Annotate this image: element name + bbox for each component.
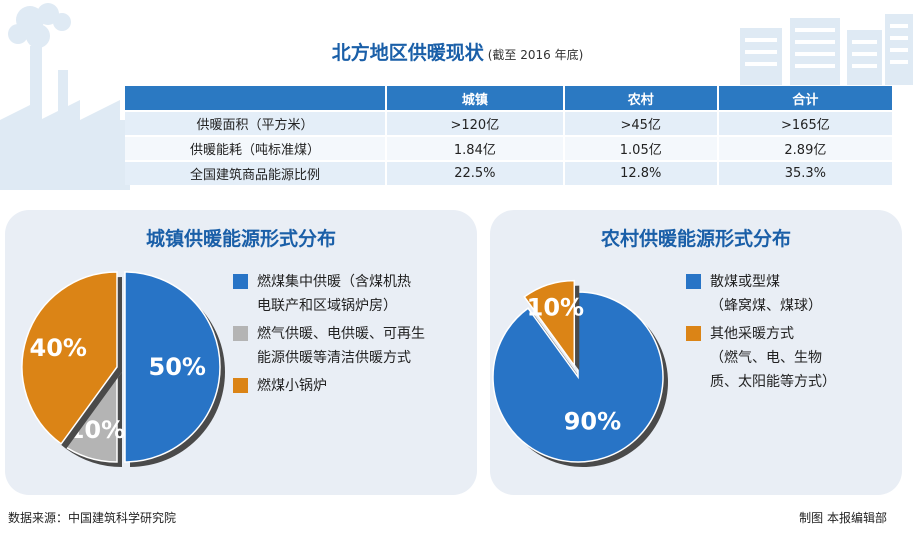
urban-chart-title: 城镇供暖能源形式分布 <box>145 228 336 250</box>
slice-value-label: 10% <box>527 293 584 321</box>
legend-label: 能源供暖等清洁供暖方式 <box>257 350 411 366</box>
urban-heating-panel: 城镇供暖能源形式分布 50% 10% 40% 燃煤集中供暖（含煤机热 电联产和区域锅… <box>5 210 477 495</box>
slice-value-label: 40% <box>30 334 87 362</box>
pie-slice <box>124 271 221 463</box>
legend-label: 其他采暖方式 <box>710 326 794 342</box>
data-source: 数据来源：中国建筑科学研究院 <box>8 511 177 525</box>
legend-swatch <box>233 378 248 393</box>
heating-summary-table: 城镇 农村 合计 供暖面积（平方米） >120亿 >45亿 >165亿 供暖能耗… <box>125 86 892 185</box>
legend-item: 燃煤小锅炉 <box>233 374 473 398</box>
pie-slice <box>492 291 664 463</box>
table-row: 供暖能耗（吨标准煤） 1.84亿 1.05亿 2.89亿 <box>125 135 892 161</box>
legend-swatch <box>686 274 701 289</box>
title-subtitle: (截至 2016 年底) <box>487 48 584 62</box>
legend-label: 散煤或型煤 <box>710 274 780 290</box>
rural-heating-panel: 农村供暖能源形式分布 90% 10% 散煤或型煤 （蜂窝煤、煤球） 其他采暖方式 … <box>490 210 902 495</box>
slice-value-label: 50% <box>149 353 206 381</box>
pie-slice <box>523 279 576 368</box>
legend-item: 散煤或型煤 （蜂窝煤、煤球） <box>686 270 886 318</box>
table-header-row: 城镇 农村 合计 <box>125 86 892 111</box>
table-cell: 1.84亿 <box>385 135 564 161</box>
legend-label: 质、太阳能等方式） <box>710 374 836 390</box>
legend-item: 燃煤集中供暖（含煤机热 电联产和区域锅炉房） <box>233 270 473 318</box>
legend-item: 其他采暖方式 （燃气、电、生物 质、太阳能等方式） <box>686 322 886 394</box>
legend-label: 燃煤小锅炉 <box>257 378 327 394</box>
legend-swatch <box>233 326 248 341</box>
table-cell: 2.89亿 <box>716 135 892 161</box>
page-title: 北方地区供暖现状 (截至 2016 年底) <box>0 38 915 65</box>
table-cell: 12.8% <box>562 160 718 185</box>
legend-label: （蜂窝煤、煤球） <box>710 298 822 314</box>
credit-text: 制图 本报编辑部 <box>799 511 887 525</box>
rural-pie-chart: 90% 10% <box>492 279 668 467</box>
legend-swatch <box>233 274 248 289</box>
legend-label: 燃煤集中供暖（含煤机热 <box>257 274 411 290</box>
title-text: 北方地区供暖现状 <box>331 42 484 64</box>
rural-legend: 散煤或型煤 （蜂窝煤、煤球） 其他采暖方式 （燃气、电、生物 质、太阳能等方式） <box>686 270 886 398</box>
factory-illustration <box>0 3 130 190</box>
legend-swatch <box>686 326 701 341</box>
buildings-illustration <box>740 14 913 85</box>
table-cell: 35.3% <box>716 160 892 185</box>
table-cell: >165亿 <box>716 110 892 136</box>
urban-pie-chart: 50%10%40% <box>21 271 225 467</box>
table-cell: 全国建筑商品能源比例 <box>125 160 386 185</box>
table-header-cell: 合计 <box>716 86 892 111</box>
table-cell: 供暖能耗（吨标准煤） <box>125 135 386 161</box>
rural-chart-title: 农村供暖能源形式分布 <box>600 228 791 250</box>
table-cell: >120亿 <box>385 110 564 136</box>
urban-legend: 燃煤集中供暖（含煤机热 电联产和区域锅炉房） 燃气供暖、电供暖、可再生 能源供暖… <box>233 270 473 402</box>
table-header-cell <box>125 86 386 111</box>
legend-label: （燃气、电、生物 <box>710 350 822 366</box>
legend-item: 燃气供暖、电供暖、可再生 能源供暖等清洁供暖方式 <box>233 322 473 370</box>
table-cell: 1.05亿 <box>562 135 718 161</box>
table-header-cell: 城镇 <box>385 86 564 111</box>
legend-label: 电联产和区域锅炉房） <box>257 298 397 314</box>
legend-label: 燃气供暖、电供暖、可再生 <box>257 326 425 342</box>
table-header-cell: 农村 <box>562 86 718 111</box>
table-row: 供暖面积（平方米） >120亿 >45亿 >165亿 <box>125 110 892 136</box>
table-cell: >45亿 <box>562 110 718 136</box>
table-row: 全国建筑商品能源比例 22.5% 12.8% 35.3% <box>125 160 892 185</box>
slice-value-label: 90% <box>564 407 621 435</box>
pie-slice <box>21 271 118 445</box>
table-cell: 供暖面积（平方米） <box>125 110 386 136</box>
table-cell: 22.5% <box>385 160 564 185</box>
